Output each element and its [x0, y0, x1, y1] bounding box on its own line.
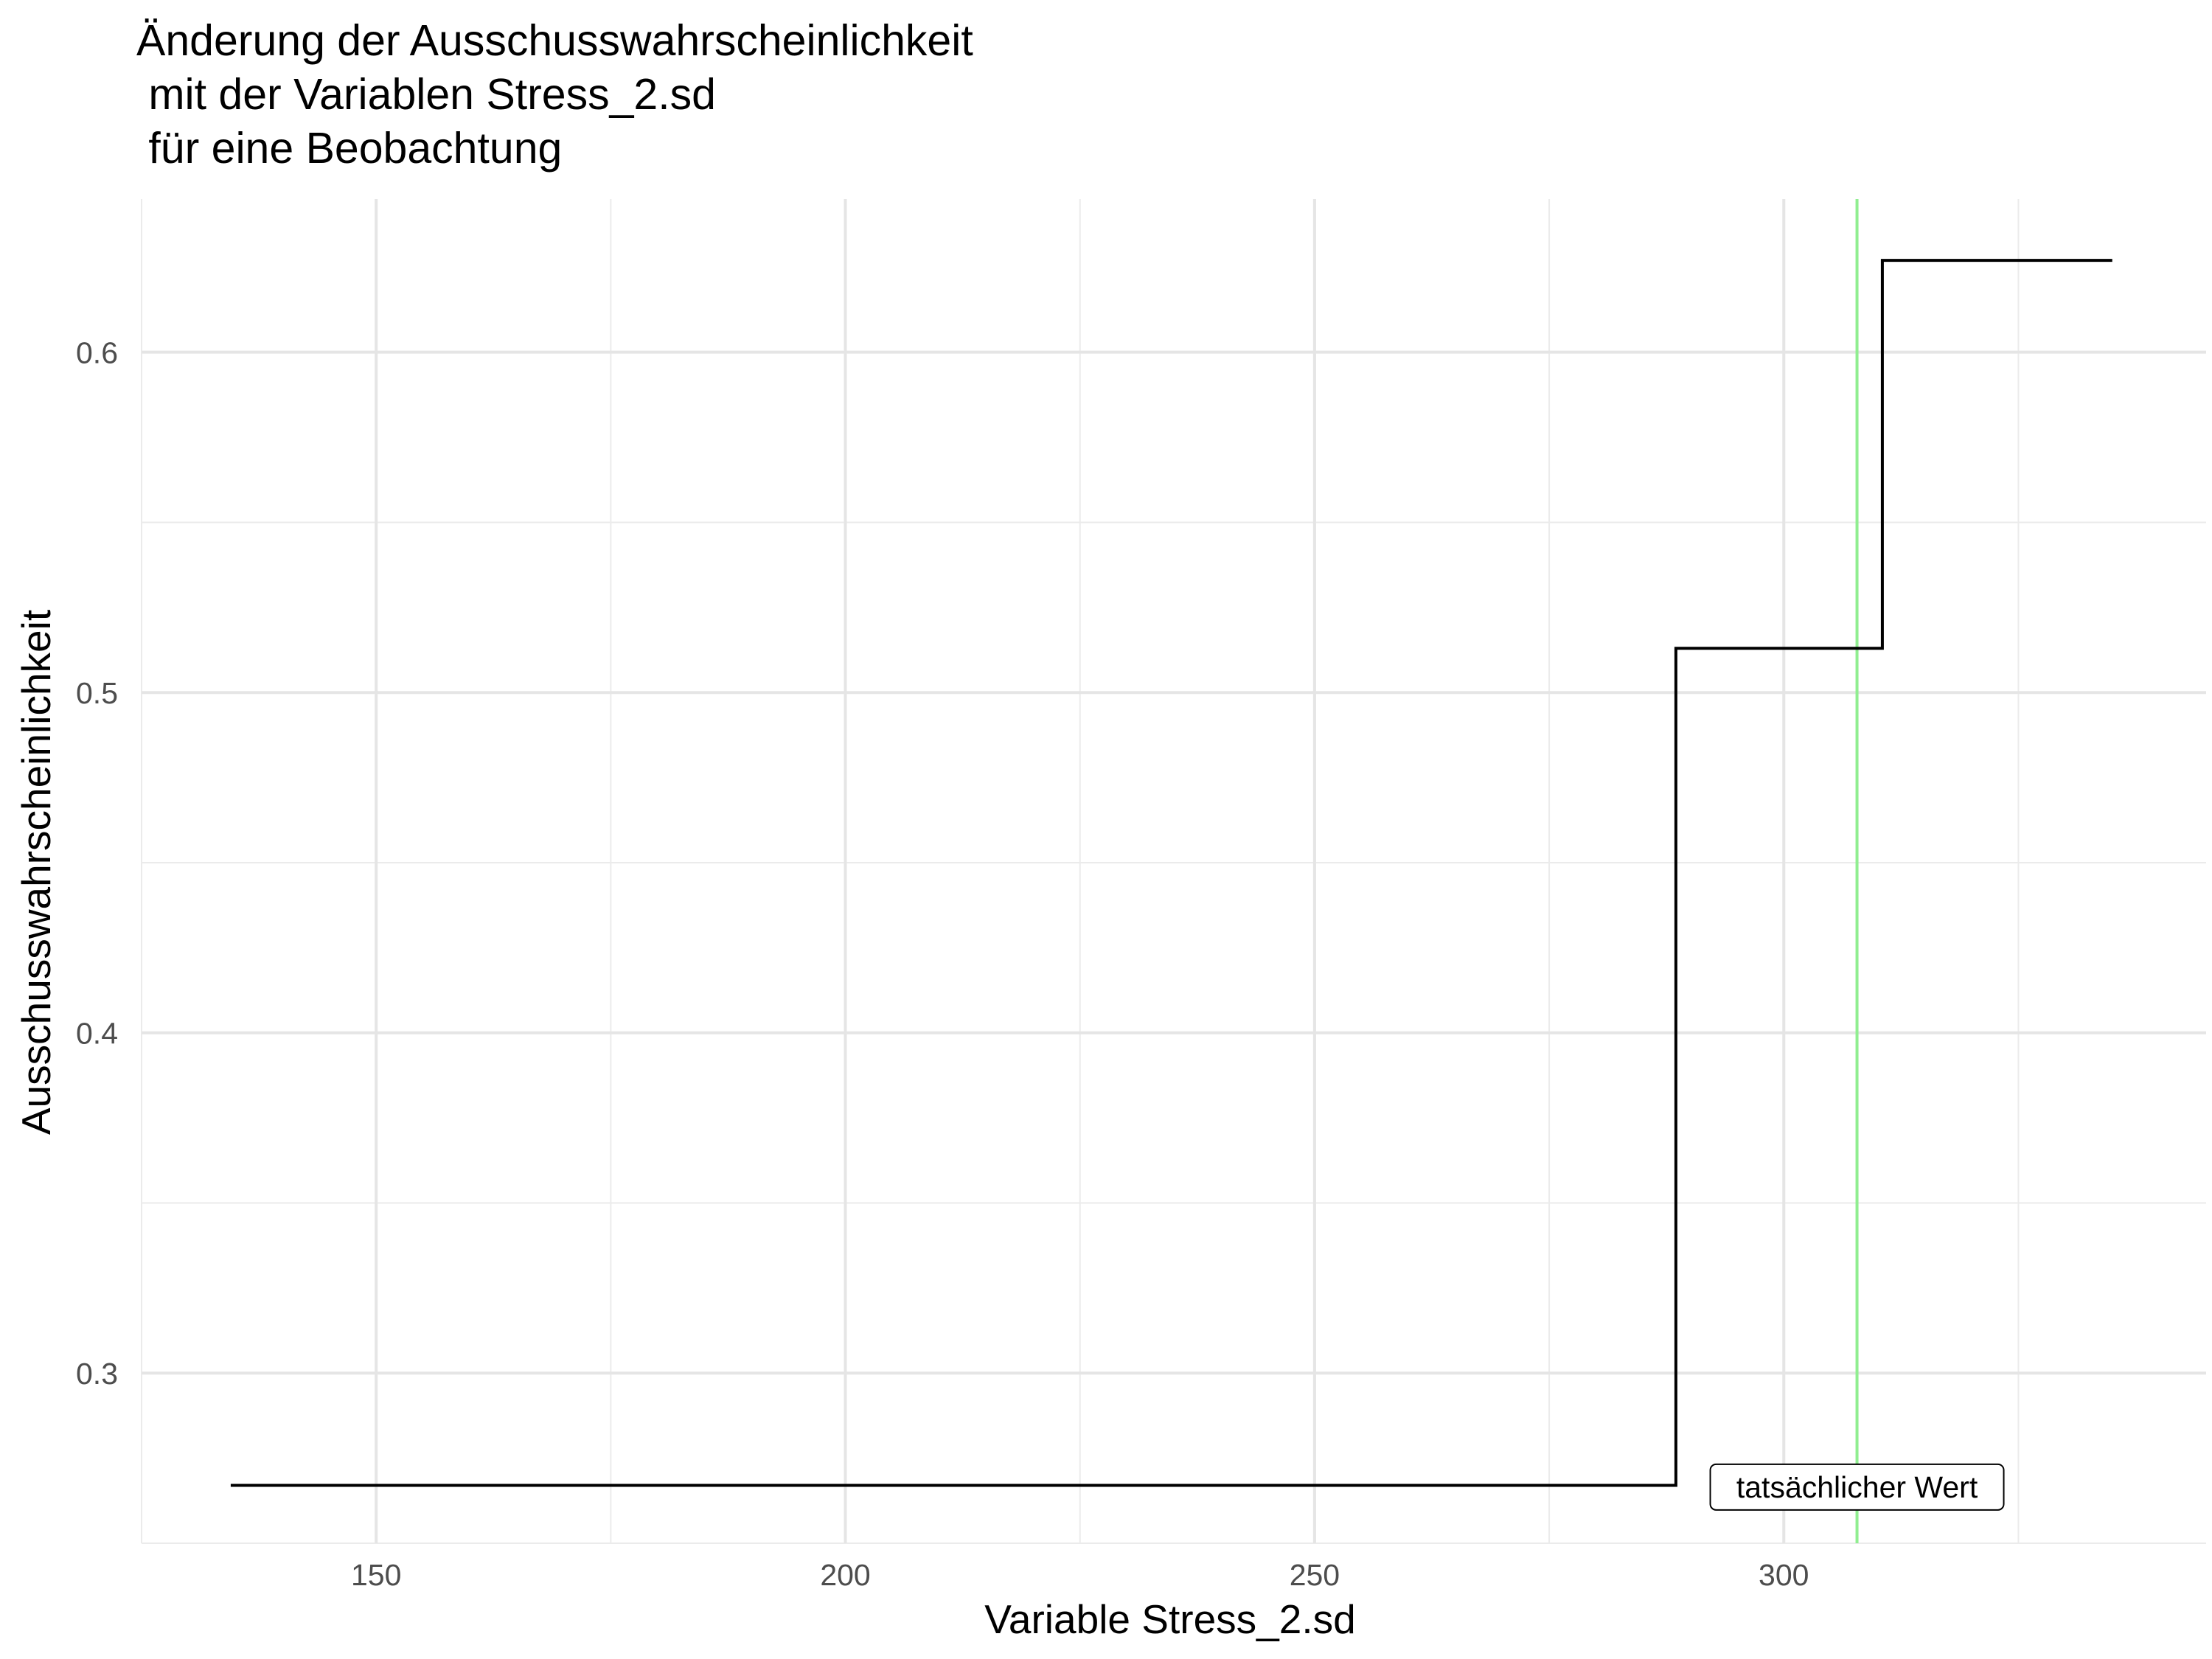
annotation-box — [1709, 1463, 2005, 1511]
series-layer — [230, 259, 2112, 1487]
x-axis-tick-labels: 150 200 250 300 — [351, 1558, 1809, 1592]
minor-gridlines — [141, 199, 2206, 1544]
y-axis-tick-labels: 0.3 0.4 0.5 0.6 — [76, 336, 118, 1391]
y-tick-label: 0.6 — [76, 336, 118, 370]
x-tick-label: 300 — [1759, 1558, 1809, 1592]
annotation-layer: tatsächlicher Wert — [1709, 1463, 2005, 1511]
y-tick-label: 0.5 — [76, 676, 118, 710]
major-gridlines — [142, 199, 2206, 1543]
x-axis-title: Variable Stress_2.sd — [984, 1596, 1355, 1642]
chart-title-line-1: Änderung der Ausschusswahrscheinlichkeit — [136, 16, 973, 65]
chart-title-line-3: für eine Beobachtung — [136, 124, 562, 173]
x-tick-label: 150 — [351, 1558, 401, 1592]
y-axis-title: Ausschusswahrscheinlichkeit — [13, 610, 59, 1135]
annotation-label: tatsächlicher Wert — [1736, 1470, 1978, 1504]
x-tick-label: 200 — [820, 1558, 870, 1592]
step-series-line — [230, 259, 2112, 1487]
chart-title-line-2: mit der Variablen Stress_2.sd — [136, 70, 716, 119]
y-tick-label: 0.4 — [76, 1017, 118, 1051]
x-tick-label: 250 — [1290, 1558, 1340, 1592]
y-tick-label: 0.3 — [76, 1357, 118, 1391]
chart-title: Änderung der Ausschusswahrscheinlichkeit… — [136, 16, 973, 173]
